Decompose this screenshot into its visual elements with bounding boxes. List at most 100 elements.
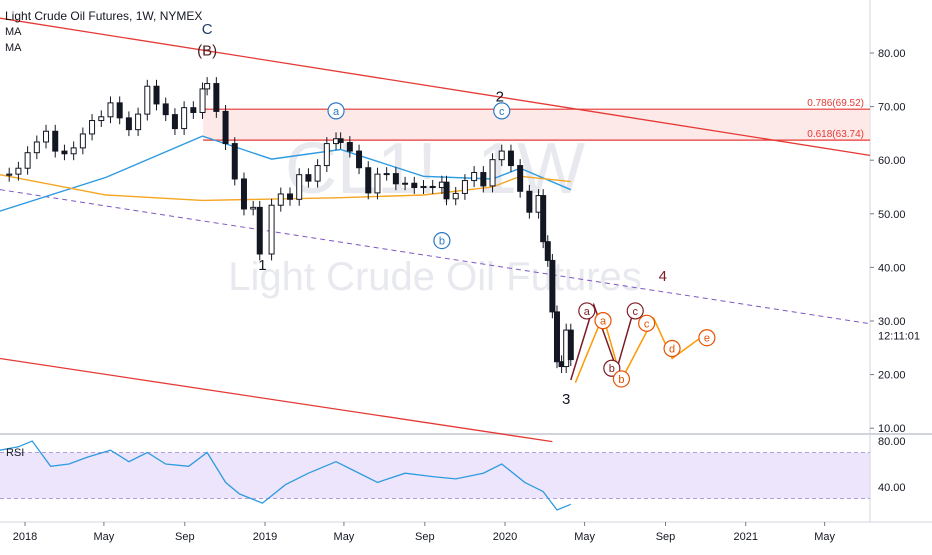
proj-b-orange-text: b (618, 374, 624, 386)
candle (15, 161, 22, 181)
candle (507, 144, 514, 172)
wave-b-blue: b (433, 232, 451, 250)
candle-body (480, 172, 487, 187)
time-tick-3: 2019 (253, 531, 277, 543)
trendline-channel-top (0, 17, 871, 157)
ma-indicator-1[interactable]: MA (5, 26, 22, 38)
trendline-midline (0, 189, 871, 325)
rsi-label: RSI (6, 447, 24, 459)
candlestick-layer (6, 77, 574, 373)
price-tick-3: 50.00 (878, 209, 906, 221)
candle (356, 144, 363, 175)
candle (549, 254, 556, 319)
candle (268, 198, 275, 261)
time-tick-8: Sep (656, 531, 676, 543)
candle-body (61, 150, 68, 155)
candle-body (452, 192, 459, 200)
candle (52, 124, 59, 158)
trendline-layer (0, 17, 871, 443)
wave-b-blue-text: b (439, 236, 445, 248)
candle (213, 77, 220, 118)
proj-c-dark-text: c (632, 306, 638, 318)
candle (70, 141, 77, 161)
candle-body (171, 114, 178, 130)
candle-body (213, 83, 220, 112)
proj-c-orange-ring (638, 314, 656, 332)
axis-layer: 80.00 70.00 60.00 50.00 40.00 30.00 20.00 10.00… (13, 48, 920, 543)
candle-body (374, 173, 381, 194)
candle-body (305, 174, 312, 182)
candle-body (153, 85, 160, 105)
candle (305, 168, 312, 188)
price-tick-6: 20.00 (878, 370, 906, 382)
time-tick-6: 2020 (493, 531, 517, 543)
proj-e-orange: e (698, 329, 716, 347)
time-tick-9: 2021 (733, 531, 757, 543)
wave-1: 1 (258, 257, 266, 274)
candle (365, 161, 372, 200)
candle-body (356, 150, 363, 169)
candle-body (125, 117, 132, 131)
wave-B: (B) (197, 43, 217, 60)
candle (250, 200, 257, 216)
candle-body (323, 143, 330, 167)
candle (190, 101, 197, 119)
candle (489, 153, 496, 193)
proj-a-orange-text: a (600, 316, 607, 328)
candle (544, 235, 551, 267)
candle-body (567, 329, 574, 361)
proj-c-dark: c (626, 302, 644, 320)
candle (498, 144, 505, 167)
candle-body (240, 178, 247, 210)
proj-c-orange-text: c (644, 318, 650, 330)
candle-body (296, 174, 303, 200)
candle (153, 79, 160, 111)
price-tick-4: 40.00 (878, 262, 906, 274)
candle (79, 127, 86, 155)
candle-body (181, 107, 188, 130)
candle (181, 101, 188, 136)
candle (480, 166, 487, 193)
candle-body (507, 150, 514, 167)
rsi-layer: RSI (0, 440, 870, 511)
fib-zone (203, 109, 871, 141)
proj-b-orange: b (612, 370, 631, 388)
proj-c-orange: c (638, 314, 656, 332)
candle (144, 79, 151, 121)
candle (231, 137, 238, 186)
candle-body (79, 133, 86, 149)
time-tick-7: May (574, 531, 595, 543)
wave-c-blue: c (493, 102, 511, 120)
wave-C: C (202, 21, 213, 38)
candle (199, 82, 206, 119)
rsi-tick-1: 40.00 (878, 482, 906, 494)
candle (314, 159, 321, 188)
candle-body (144, 85, 151, 115)
candle (116, 96, 123, 125)
candle-body (443, 181, 450, 200)
ma-indicator-2[interactable]: MA (5, 42, 22, 54)
candle (461, 174, 468, 200)
candle (240, 172, 247, 216)
candle-body (107, 102, 114, 118)
wave-c-blue-text: c (499, 106, 505, 118)
candle-body (116, 102, 123, 119)
fib-label-1: 0.618(63.74) (807, 129, 864, 140)
candle (171, 108, 178, 136)
candle-body (250, 206, 257, 210)
candle (471, 166, 478, 187)
candle-body (43, 130, 50, 143)
candle-body (553, 311, 560, 363)
candle-body (231, 143, 238, 180)
candle-body (420, 185, 427, 189)
candle-body (287, 193, 293, 200)
main-pane-bg (0, 0, 870, 432)
candle-body (268, 204, 275, 255)
proj-a-orange: a (594, 312, 612, 330)
candle (383, 167, 390, 181)
candle (222, 104, 229, 151)
candle (374, 167, 381, 200)
proj-a-orange-ring (594, 312, 612, 330)
